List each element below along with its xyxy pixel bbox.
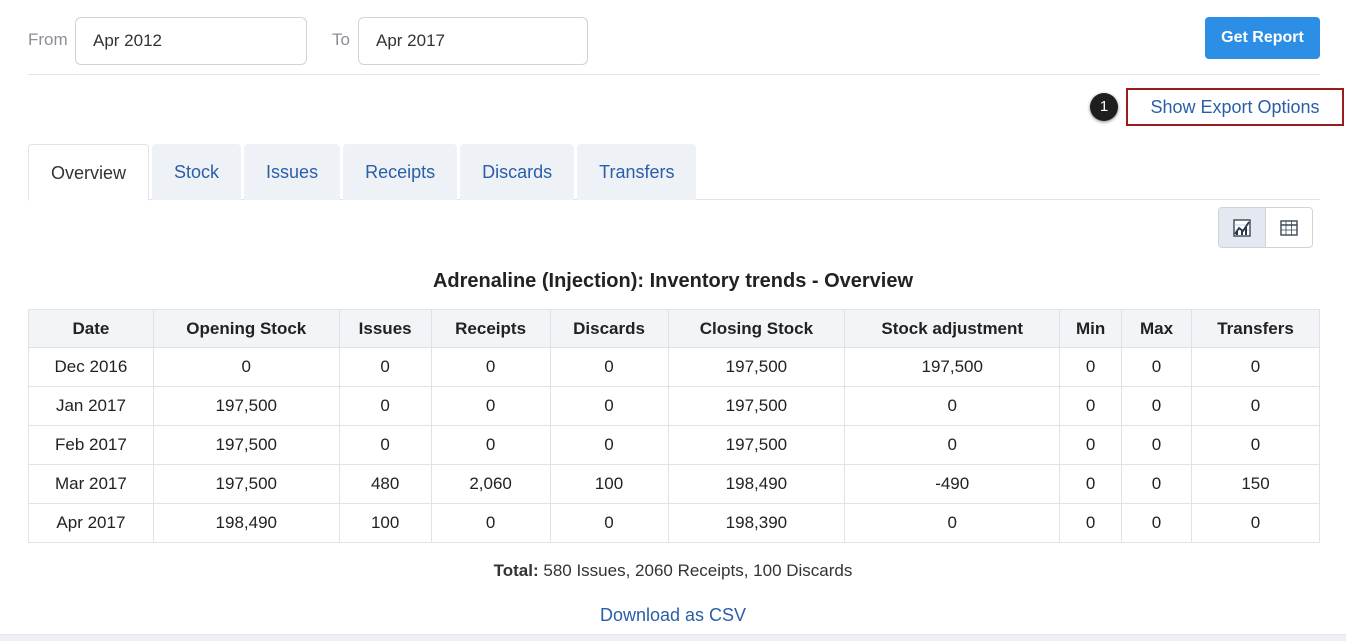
table-cell: 0 xyxy=(1059,503,1123,543)
table-cell: 480 xyxy=(338,464,432,504)
table-cell: 0 xyxy=(1059,347,1123,387)
column-header-date: Date xyxy=(28,309,154,348)
table-cell: Mar 2017 xyxy=(28,464,154,504)
table-cell: 0 xyxy=(1121,425,1193,465)
column-header-issues: Issues xyxy=(338,309,432,348)
table-cell: Apr 2017 xyxy=(28,503,154,543)
chart-view-button[interactable] xyxy=(1219,208,1266,247)
table-cell: 100 xyxy=(338,503,432,543)
totals-summary: Total: 580 Issues, 2060 Receipts, 100 Di… xyxy=(0,561,1346,581)
table-icon xyxy=(1280,219,1298,236)
table-cell: 0 xyxy=(1121,386,1193,426)
inventory-trends-table: Date Opening Stock Issues Receipts Disca… xyxy=(28,309,1320,543)
table-row: Mar 2017 197,500 480 2,060 100 198,490 -… xyxy=(28,464,1320,504)
table-cell: 198,490 xyxy=(667,464,846,504)
table-row: Feb 2017 197,500 0 0 0 197,500 0 0 0 0 xyxy=(28,425,1320,465)
table-cell: 198,390 xyxy=(667,503,846,543)
table-cell: 0 xyxy=(430,347,551,387)
table-cell: 0 xyxy=(430,503,551,543)
table-cell: Feb 2017 xyxy=(28,425,154,465)
table-cell: 197,500 xyxy=(667,386,846,426)
table-cell: 0 xyxy=(549,503,669,543)
table-cell: 150 xyxy=(1191,464,1320,504)
table-cell: 0 xyxy=(1059,386,1123,426)
tab-transfers[interactable]: Transfers xyxy=(577,144,697,200)
table-cell: 0 xyxy=(338,347,432,387)
to-label: To xyxy=(332,30,350,49)
column-header-max: Max xyxy=(1121,309,1193,348)
table-cell: 197,500 xyxy=(844,347,1061,387)
table-cell: 0 xyxy=(338,425,432,465)
get-report-button[interactable]: Get Report xyxy=(1205,17,1320,59)
view-toggle-group xyxy=(1218,207,1313,248)
column-header-min: Min xyxy=(1059,309,1123,348)
tab-receipts[interactable]: Receipts xyxy=(343,144,458,200)
footer-divider xyxy=(0,634,1346,641)
table-cell: 0 xyxy=(338,386,432,426)
download-csv-link[interactable]: Download as CSV xyxy=(599,605,747,625)
report-title: Adrenaline (Injection): Inventory trends… xyxy=(432,270,914,292)
show-export-options-link[interactable]: Show Export Options xyxy=(1126,88,1344,126)
table-cell: 0 xyxy=(1191,503,1320,543)
table-cell: 197,500 xyxy=(667,347,846,387)
table-cell: 0 xyxy=(1191,425,1320,465)
table-row: Jan 2017 197,500 0 0 0 197,500 0 0 0 0 xyxy=(28,386,1320,426)
table-cell: 0 xyxy=(1121,347,1193,387)
table-cell: 0 xyxy=(844,425,1061,465)
table-cell: 197,500 xyxy=(152,386,340,426)
column-header-opening-stock: Opening Stock xyxy=(152,309,340,348)
to-date-input[interactable] xyxy=(358,17,588,65)
table-cell: 0 xyxy=(1059,425,1123,465)
date-filter-bar: From To Get Report xyxy=(28,0,1320,75)
table-cell: 2,060 xyxy=(430,464,551,504)
tab-issues[interactable]: Issues xyxy=(244,144,341,200)
column-header-closing-stock: Closing Stock xyxy=(667,309,846,348)
table-cell: 197,500 xyxy=(152,425,340,465)
column-header-discards: Discards xyxy=(549,309,669,348)
table-cell: 0 xyxy=(1121,503,1193,543)
table-row: Dec 2016 0 0 0 0 197,500 197,500 0 0 0 xyxy=(28,347,1320,387)
table-cell: 197,500 xyxy=(667,425,846,465)
table-cell: 198,490 xyxy=(152,503,340,543)
table-cell: Dec 2016 xyxy=(28,347,154,387)
table-cell: 0 xyxy=(1191,347,1320,387)
column-header-receipts: Receipts xyxy=(430,309,551,348)
tab-stock[interactable]: Stock xyxy=(152,144,242,200)
table-cell: 0 xyxy=(1191,386,1320,426)
table-row: Apr 2017 198,490 100 0 0 198,390 0 0 0 0 xyxy=(28,503,1320,543)
table-cell: 0 xyxy=(1121,464,1193,504)
column-header-transfers: Transfers xyxy=(1191,309,1320,348)
step-marker-badge: 1 xyxy=(1090,93,1118,121)
table-cell: -490 xyxy=(844,464,1061,504)
tab-overview[interactable]: Overview xyxy=(28,144,150,201)
table-view-button[interactable] xyxy=(1266,208,1312,247)
total-text: 580 Issues, 2060 Receipts, 100 Discards xyxy=(538,561,853,580)
table-cell: Jan 2017 xyxy=(28,386,154,426)
table-header-row: Date Opening Stock Issues Receipts Disca… xyxy=(28,309,1320,348)
report-tabs: Overview Stock Issues Receipts Discards … xyxy=(28,144,1320,201)
table-cell: 0 xyxy=(844,386,1061,426)
table-cell: 100 xyxy=(549,464,669,504)
table-cell: 0 xyxy=(549,386,669,426)
total-label: Total: xyxy=(493,561,539,580)
chart-icon xyxy=(1233,218,1251,237)
column-header-stock-adjustment: Stock adjustment xyxy=(844,309,1061,348)
table-cell: 197,500 xyxy=(152,464,340,504)
table-cell: 0 xyxy=(549,347,669,387)
tab-discards[interactable]: Discards xyxy=(460,144,575,200)
from-date-input[interactable] xyxy=(75,17,307,65)
table-cell: 0 xyxy=(549,425,669,465)
table-cell: 0 xyxy=(152,347,340,387)
table-cell: 0 xyxy=(1059,464,1123,504)
table-cell: 0 xyxy=(844,503,1061,543)
table-cell: 0 xyxy=(430,425,551,465)
table-cell: 0 xyxy=(430,386,551,426)
from-label: From xyxy=(28,30,68,49)
